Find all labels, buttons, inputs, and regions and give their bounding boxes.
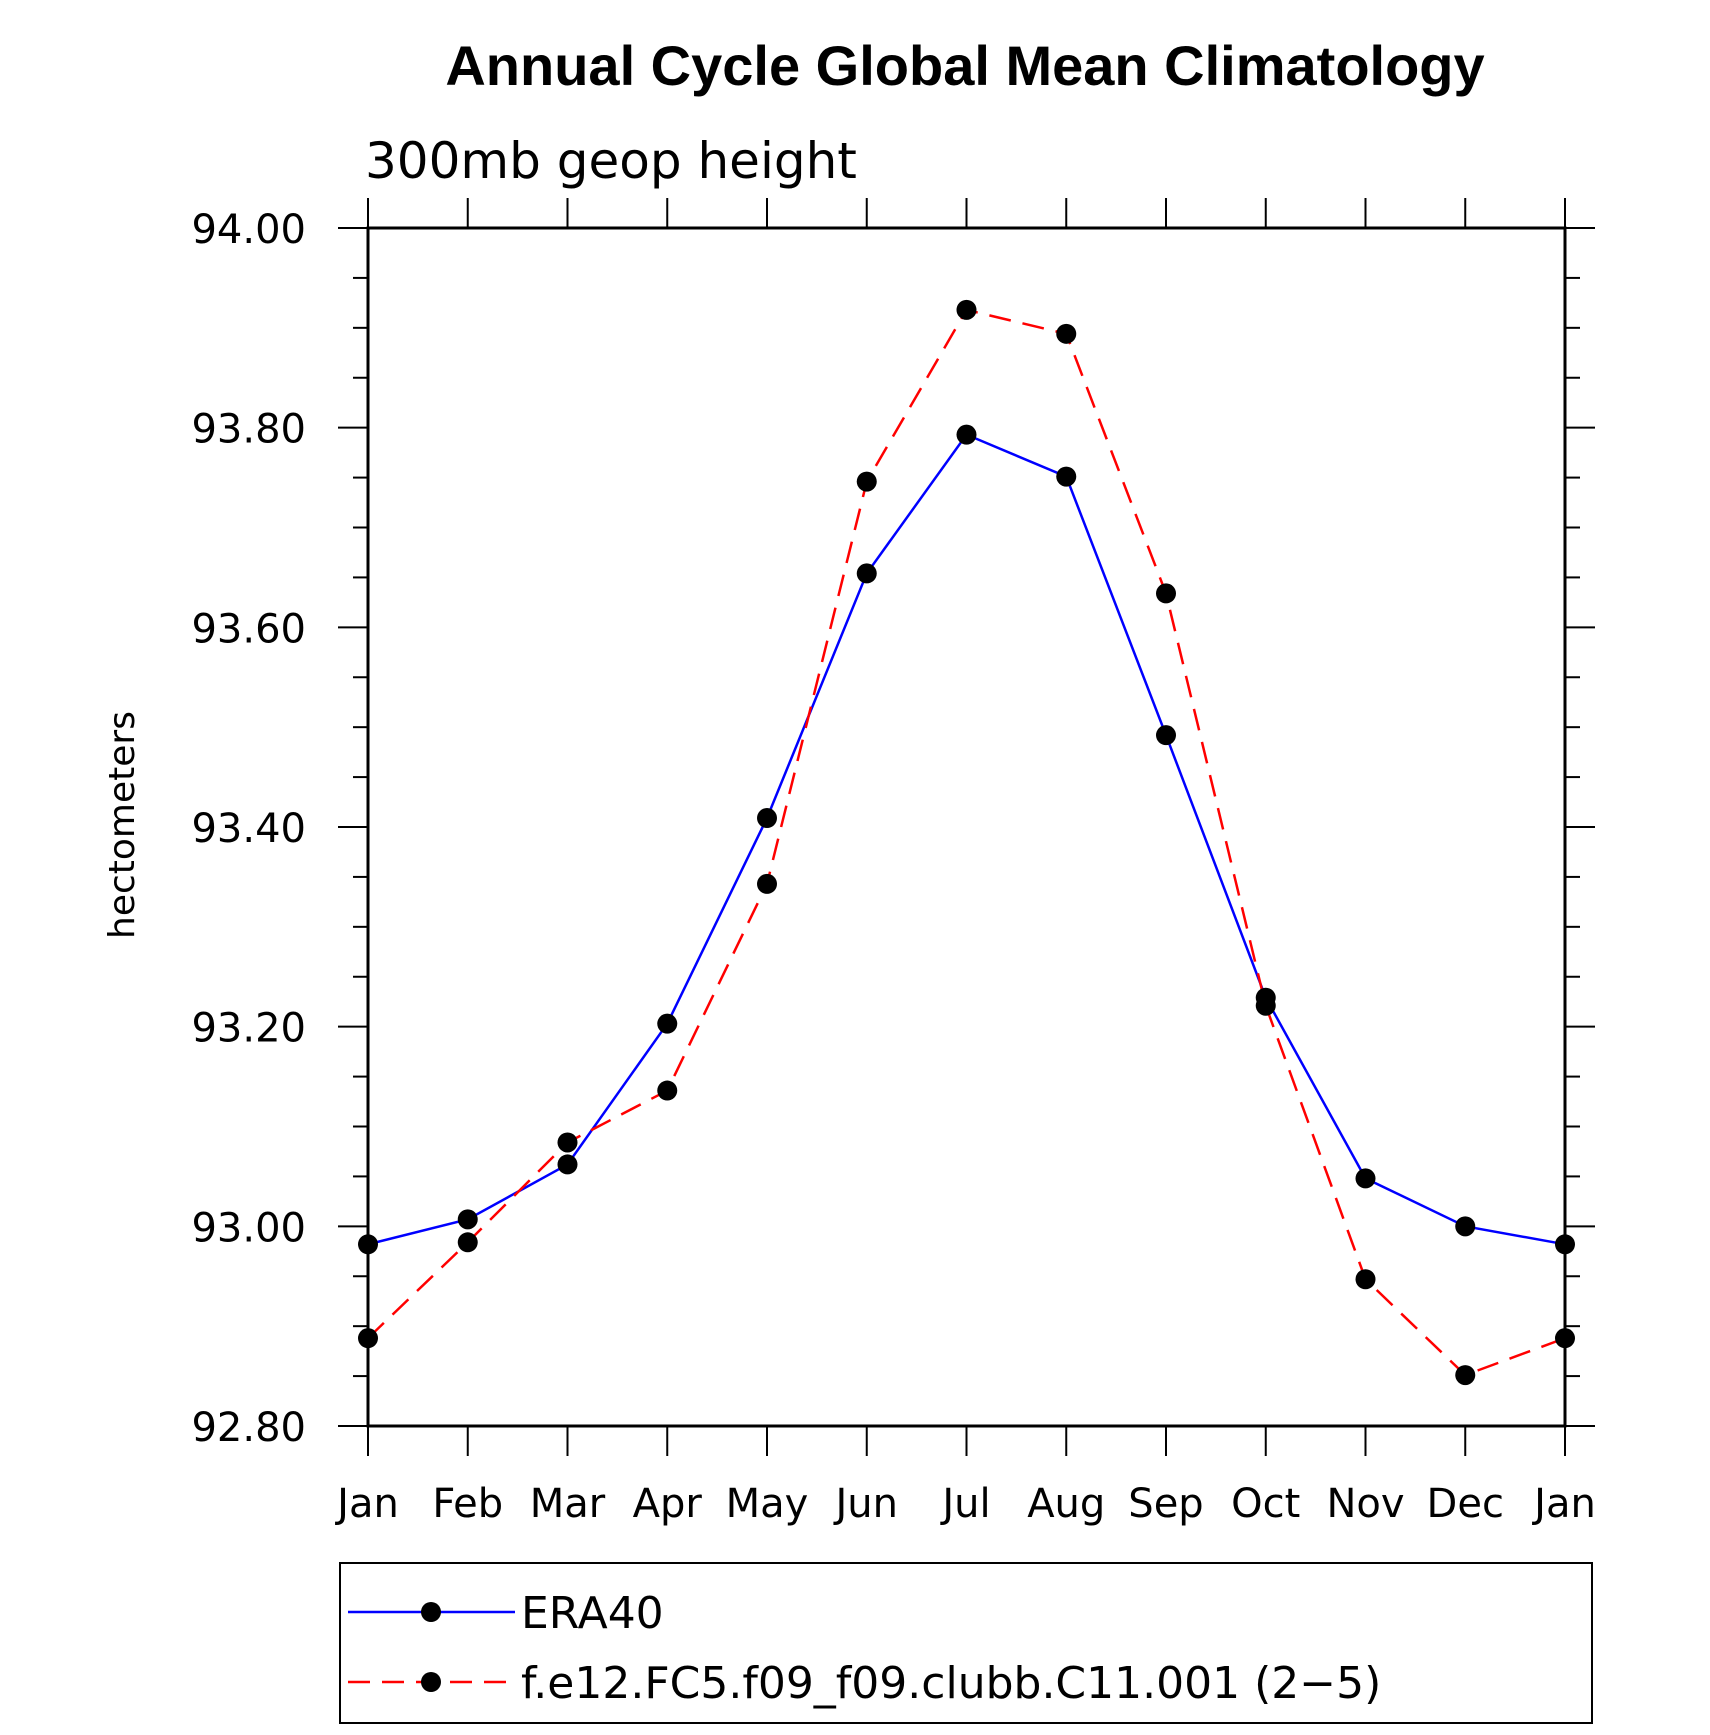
x-tick-label: Sep	[1128, 1481, 1203, 1527]
data-point	[856, 563, 877, 584]
x-tick-label: Feb	[432, 1481, 503, 1527]
y-tick-label: 92.80	[191, 1405, 306, 1451]
chart-title: Annual Cycle Global Mean Climatology	[445, 34, 1484, 97]
data-point	[1156, 583, 1176, 604]
y-tick-label: 93.20	[191, 1006, 306, 1052]
plot-frame	[366, 226, 1567, 1428]
data-point	[1355, 1269, 1376, 1290]
data-point	[956, 424, 977, 445]
chart-subtitle: 300mb geop height	[365, 132, 857, 190]
data-point	[757, 808, 777, 829]
data-point	[1355, 1168, 1376, 1189]
x-tick-label: Dec	[1427, 1481, 1504, 1527]
y-tick-label: 93.60	[191, 606, 306, 652]
y-axis-label: hectometers	[102, 711, 143, 939]
x-tick-label: Apr	[633, 1481, 703, 1527]
x-tick-label: Mar	[530, 1481, 606, 1527]
legend-box	[339, 1562, 1593, 1724]
data-point	[757, 873, 777, 894]
x-tick-label: Jan	[334, 1481, 399, 1527]
data-point	[1455, 1216, 1476, 1237]
x-tick-label: Nov	[1326, 1481, 1404, 1527]
data-point	[1555, 1234, 1575, 1255]
data-point	[557, 1132, 578, 1153]
data-point	[956, 299, 977, 320]
x-tick-label: Jun	[833, 1481, 899, 1527]
y-tick-label: 93.00	[191, 1205, 306, 1251]
data-point	[1056, 466, 1077, 487]
x-tick-label: Jul	[939, 1481, 990, 1527]
data-point	[557, 1154, 578, 1175]
data-point	[1555, 1328, 1575, 1349]
data-point	[358, 1328, 378, 1349]
data-point	[457, 1209, 478, 1230]
data-point	[657, 1013, 678, 1034]
x-tick-label: May	[726, 1481, 809, 1527]
data-point	[1455, 1365, 1476, 1386]
legend-marker-1	[421, 1672, 441, 1692]
x-tick-label: Oct	[1231, 1481, 1300, 1527]
x-tick-label: Jan	[1531, 1481, 1596, 1527]
data-point	[1255, 995, 1276, 1016]
data-point	[1056, 323, 1077, 344]
series-layer	[358, 299, 1575, 1386]
series-line-0	[367, 433, 1566, 1246]
legend-label-1: f.e12.FC5.f09_f09.clubb.C11.001 (2−5)	[521, 1658, 1381, 1709]
legend-label-0: ERA40	[521, 1588, 664, 1639]
data-point	[457, 1232, 478, 1253]
data-point	[657, 1080, 678, 1101]
series-line-1	[367, 308, 1566, 1377]
legend-marker-0	[421, 1602, 441, 1622]
y-tick-label: 93.80	[191, 407, 306, 453]
y-tick-label: 93.40	[191, 806, 306, 852]
y-tick-label: 94.00	[191, 207, 306, 253]
data-point	[1156, 725, 1176, 746]
data-point	[358, 1234, 378, 1255]
x-tick-label: Aug	[1027, 1481, 1105, 1527]
axis-ticks: Jan Feb Mar Apr May Jun Jul Aug Sep Oct Nov Dec Jan 9…	[191, 198, 1596, 1527]
legend: ERA40 f.e12.FC5.f09_f09.clubb.C11.001 (2−…	[348, 1588, 1381, 1709]
data-point	[856, 471, 877, 492]
